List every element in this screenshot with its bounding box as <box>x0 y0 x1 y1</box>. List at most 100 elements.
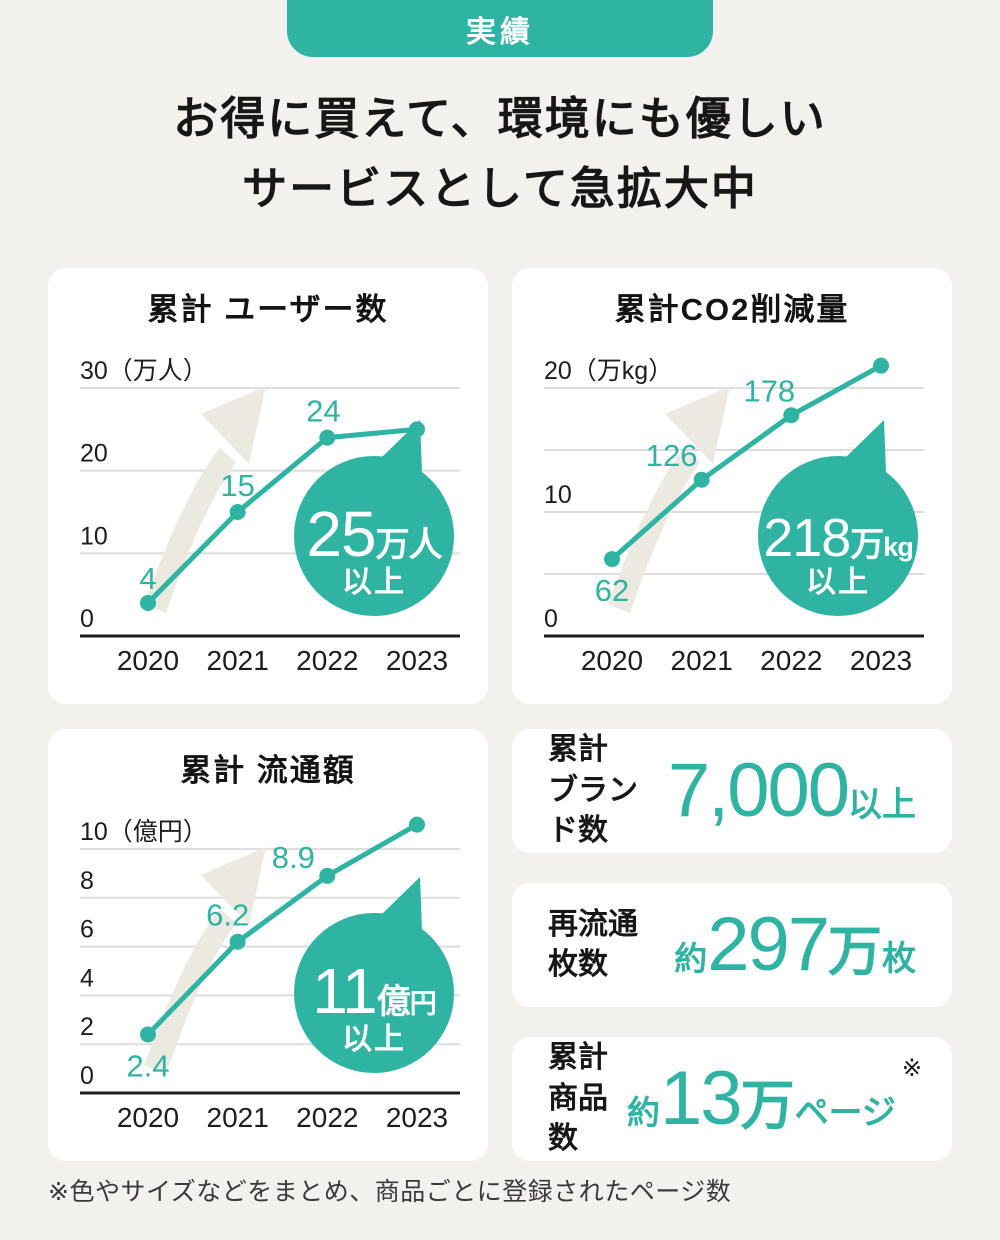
stat-value: 7,000 以上 <box>668 753 922 829</box>
y-tick-label: 0 <box>80 1062 94 1090</box>
stat-label-line1: 累計 <box>548 733 608 767</box>
stat-card-recirculated-items: 再流通枚数 約 297 万枚 <box>512 883 952 1007</box>
x-tick-label: 2022 <box>296 645 358 676</box>
x-tick-label: 2020 <box>117 1102 179 1133</box>
stat-value-unit-sub: 枚 <box>882 940 916 978</box>
trend-arrow-icon <box>144 847 266 1074</box>
x-tick-label: 2023 <box>386 1102 448 1133</box>
y-tick-label: 30（万人） <box>80 357 208 385</box>
stat-value-prefix: 約 <box>627 1094 661 1131</box>
data-line <box>145 822 420 1037</box>
data-point-label: 4 <box>139 561 156 596</box>
stats-column: 累計 ブランド数 7,000 以上 再流通 枚数 約 297 万枚 累計 商品数 約 13 万ペ… <box>512 729 952 1161</box>
trend-arrow-head <box>201 847 266 925</box>
section-badge: 実績 <box>287 0 713 57</box>
stat-label-line1: 累計 <box>548 1041 608 1075</box>
x-tick-label: 2023 <box>850 645 912 676</box>
page-title: お得に買えて、環境にも優しい サービスとして急拡大中 <box>0 84 1000 224</box>
stat-value: 約 297 万枚 <box>674 907 922 983</box>
trend-arrow-shaft <box>608 448 700 613</box>
x-tick-label: 2023 <box>386 645 448 676</box>
callout-suffix: 以上 <box>806 566 870 599</box>
x-tick-label: 2021 <box>671 645 733 676</box>
stat-value: 約 13 万ページ ※ <box>627 1056 922 1141</box>
y-tick-label: 2 <box>80 1013 94 1041</box>
data-point-label: 126 <box>646 438 698 473</box>
data-point <box>873 357 889 374</box>
data-point-label: 178 <box>743 373 795 408</box>
y-tick-label: 6 <box>80 916 94 944</box>
callout-value: 11億円 <box>312 955 435 1027</box>
data-point <box>319 867 336 884</box>
x-tick-label: 2021 <box>207 645 269 676</box>
x-tick-label: 2020 <box>117 645 179 676</box>
stat-value-unit-main: 万 <box>828 922 882 982</box>
data-line <box>145 426 420 606</box>
data-point-label: 6.2 <box>206 898 249 933</box>
data-point-label: 62 <box>595 573 629 608</box>
callout-suffix: 以上 <box>342 1023 406 1056</box>
y-tick-label: 10 <box>544 481 572 509</box>
stat-label: 再流通 枚数 <box>548 905 638 986</box>
stat-card-products: 累計商品数 約 13 万ページ ※ <box>512 1037 952 1161</box>
chart-card-co2: 累計CO2削減量 20（万kg） 10 0 218万kg 以上 62 126 178 2020 20… <box>512 268 952 704</box>
y-tick-label: 8 <box>80 867 94 895</box>
data-point <box>693 471 710 488</box>
chart-card-gmv: 累計 流通額 10（億円） 8 6 4 2 0 11億円 以上 2.4 6.2 8.9 2020 2021… <box>48 729 488 1161</box>
page-title-line1: お得に買えて、環境にも優しい <box>173 93 827 144</box>
y-tick-label: 20（万kg） <box>544 357 673 385</box>
y-tick-label: 10（億円） <box>80 818 208 846</box>
data-point <box>409 816 425 833</box>
page-title-line2: サービスとして急拡大中 <box>242 162 758 214</box>
y-tick-label: 0 <box>80 605 94 633</box>
data-point-label: 15 <box>220 468 254 503</box>
chart-card-users: 累計 ユーザー数 30（万人） 20 10 0 25万人 以上 4 15 24 2020 2021 20… <box>48 268 488 704</box>
callout-value: 218万kg <box>763 508 913 568</box>
y-tick-label: 20 <box>80 440 108 468</box>
data-point <box>140 1026 156 1043</box>
stat-value-note: ※ <box>901 1055 922 1082</box>
stat-value-number: 7,000 <box>667 748 850 833</box>
stat-label-line2: 商品数 <box>548 1081 608 1156</box>
stat-value-number: 13 <box>660 1056 743 1141</box>
y-tick-label: 10 <box>80 522 108 550</box>
data-point <box>229 933 246 950</box>
stat-value-unit-main: 万 <box>740 1076 795 1136</box>
y-tick-label: 0 <box>544 605 558 633</box>
chart-title: 累計 ユーザー数 <box>148 292 389 327</box>
stat-value-number: 297 <box>707 902 830 987</box>
trend-arrow-icon <box>144 386 266 613</box>
data-point-label: 2.4 <box>126 1048 169 1083</box>
trend-arrow-icon <box>608 386 730 613</box>
x-tick-label: 2020 <box>581 645 643 676</box>
x-tick-label: 2022 <box>296 1102 358 1133</box>
data-point <box>783 407 800 424</box>
stat-label-line2: 枚数 <box>548 948 608 981</box>
callout-circle <box>294 456 454 616</box>
stat-value-prefix: 約 <box>674 940 708 977</box>
callout-value: 25万人 <box>306 498 442 570</box>
stat-label-line1: 再流通 <box>548 907 638 941</box>
data-line <box>609 363 884 562</box>
stat-label: 累計 商品数 <box>548 1038 627 1160</box>
trend-arrow-head <box>665 386 730 464</box>
stat-value-unit-sub: ページ <box>794 1094 896 1132</box>
callout-circle <box>758 456 918 616</box>
data-point <box>409 421 425 438</box>
data-point <box>319 429 336 446</box>
data-point <box>140 594 156 611</box>
x-tick-label: 2021 <box>207 1102 269 1133</box>
trend-arrow-shaft <box>144 448 236 613</box>
callout-circle <box>294 913 454 1073</box>
chart-title: 累計 流通額 <box>180 753 356 788</box>
stat-card-brands: 累計 ブランド数 7,000 以上 <box>512 729 952 853</box>
x-tick-label: 2022 <box>760 645 822 676</box>
data-point-label: 24 <box>306 394 340 429</box>
